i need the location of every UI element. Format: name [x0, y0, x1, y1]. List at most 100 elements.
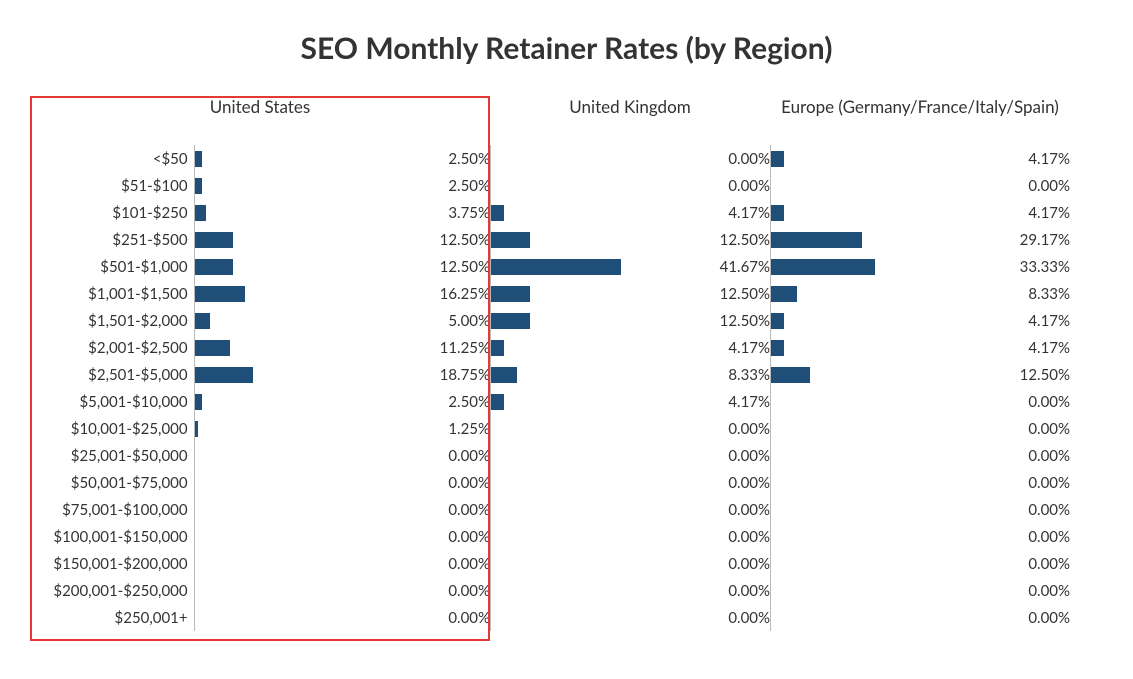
data-row: $51-$1002.50%	[30, 172, 490, 199]
data-row: $2,001-$2,50011.25%	[30, 334, 490, 361]
bar-track	[194, 496, 333, 523]
value-label: 4.17%	[911, 339, 1070, 357]
bar-fill	[491, 232, 530, 248]
data-row: 0.00%	[770, 172, 1070, 199]
value-label: 1.25%	[332, 420, 490, 438]
data-row: $150,001-$200,0000.00%	[30, 550, 490, 577]
value-label: 0.00%	[631, 447, 771, 465]
category-label: $100,001-$150,000	[30, 528, 194, 546]
value-label: 0.00%	[332, 555, 490, 573]
panel-header: Europe (Germany/France/Italy/Spain)	[770, 96, 1070, 117]
bar-fill	[491, 259, 621, 275]
data-row: $10,001-$25,000 1.25%	[30, 415, 490, 442]
data-row: 0.00%	[770, 550, 1070, 577]
bar-track	[770, 442, 911, 469]
bar-fill	[771, 205, 784, 221]
bar-fill	[491, 340, 504, 356]
value-label: 0.00%	[911, 555, 1070, 573]
data-row: 0.00%	[770, 442, 1070, 469]
bar-track	[770, 604, 911, 631]
data-row: $501-$1,00012.50%	[30, 253, 490, 280]
data-row: 29.17%	[770, 226, 1070, 253]
bar-fill	[195, 151, 203, 167]
bar-track	[490, 415, 631, 442]
bar-fill	[195, 394, 203, 410]
category-label: $200,001-$250,000	[30, 582, 194, 600]
data-row: 12.50%	[490, 280, 770, 307]
value-label: 0.00%	[631, 177, 771, 195]
category-label: $10,001-$25,000	[30, 420, 194, 438]
value-label: 0.00%	[631, 528, 771, 546]
bar-fill	[195, 421, 199, 437]
bar-track	[490, 307, 631, 334]
bar-fill	[771, 367, 810, 383]
value-label: 4.17%	[911, 312, 1070, 330]
bar-track	[194, 523, 333, 550]
data-row: 4.17%	[490, 199, 770, 226]
category-label: <$50	[30, 150, 194, 168]
data-row: $200,001-$250,0000.00%	[30, 577, 490, 604]
value-label: 0.00%	[631, 420, 771, 438]
bar-track	[770, 577, 911, 604]
data-row: 4.17%	[770, 334, 1070, 361]
bar-track	[770, 415, 911, 442]
chart-title: SEO Monthly Retainer Rates (by Region)	[30, 30, 1103, 66]
panel-header: United States	[30, 96, 490, 117]
bar-track	[194, 388, 333, 415]
value-label: 4.17%	[911, 150, 1070, 168]
panel-rows: <$502.50%$51-$1002.50%$101-$2503.75%$251…	[30, 145, 490, 631]
bar-fill	[195, 178, 203, 194]
data-row: 0.00%	[490, 496, 770, 523]
bar-fill	[491, 394, 504, 410]
category-label: $75,001-$100,000	[30, 501, 194, 519]
bar-track	[194, 577, 333, 604]
value-label: 2.50%	[332, 393, 490, 411]
data-row: 0.00%	[490, 442, 770, 469]
value-label: 0.00%	[631, 501, 771, 519]
category-label: $2,501-$5,000	[30, 366, 194, 384]
value-label: 0.00%	[911, 501, 1070, 519]
bar-track	[490, 172, 631, 199]
value-label: 12.50%	[631, 312, 771, 330]
value-label: 4.17%	[631, 339, 771, 357]
bar-track	[770, 172, 911, 199]
value-label: 0.00%	[911, 447, 1070, 465]
bar-track	[770, 388, 911, 415]
value-label: 0.00%	[911, 393, 1070, 411]
value-label: 0.00%	[911, 474, 1070, 492]
data-row: 0.00%	[770, 604, 1070, 631]
bar-track	[770, 361, 911, 388]
bar-fill	[195, 313, 211, 329]
data-row: 8.33%	[490, 361, 770, 388]
bar-fill	[771, 259, 875, 275]
bar-track	[194, 442, 333, 469]
page: SEO Monthly Retainer Rates (by Region) U…	[0, 0, 1133, 679]
data-row: $101-$2503.75%	[30, 199, 490, 226]
value-label: 11.25%	[332, 339, 490, 357]
value-label: 0.00%	[631, 609, 771, 627]
value-label: 0.00%	[631, 474, 771, 492]
data-row: $250,001+ 0.00%	[30, 604, 490, 631]
chart-panel: United States<$502.50%$51-$1002.50%$101-…	[30, 96, 490, 631]
bar-track	[770, 280, 911, 307]
data-row: 0.00%	[490, 577, 770, 604]
value-label: 0.00%	[332, 609, 490, 627]
category-label: $251-$500	[30, 231, 194, 249]
bar-track	[770, 469, 911, 496]
chart-panel: Europe (Germany/France/Italy/Spain) 4.17%…	[770, 96, 1070, 631]
bar-track	[490, 604, 631, 631]
data-row: 0.00%	[490, 415, 770, 442]
bar-fill	[195, 259, 234, 275]
data-row: $2,501-$5,000 18.75%	[30, 361, 490, 388]
data-row: 4.17%	[770, 307, 1070, 334]
value-label: 18.75%	[332, 366, 490, 384]
value-label: 41.67%	[631, 258, 771, 276]
bar-fill	[771, 340, 784, 356]
bar-track	[194, 307, 333, 334]
bar-track	[194, 415, 333, 442]
bar-fill	[491, 367, 517, 383]
category-label: $250,001+	[30, 609, 194, 627]
data-row: $50,001-$75,0000.00%	[30, 469, 490, 496]
value-label: 2.50%	[332, 177, 490, 195]
bar-track	[770, 253, 911, 280]
